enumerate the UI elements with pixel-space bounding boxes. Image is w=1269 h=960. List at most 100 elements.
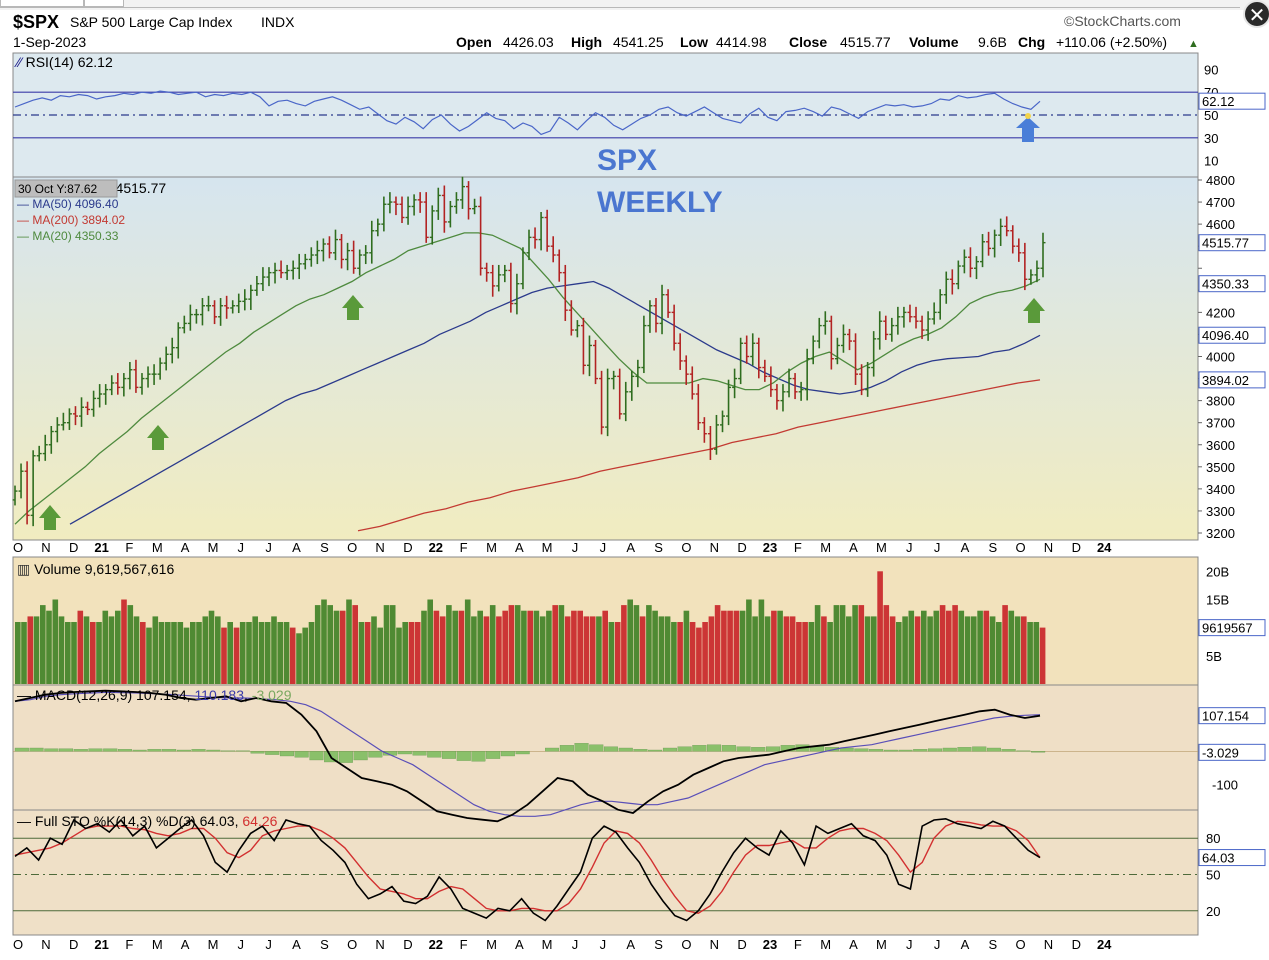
volume-bar-7	[58, 616, 65, 684]
volume-bar-34	[227, 622, 233, 684]
macd-last-value: 107.154	[1202, 709, 1249, 724]
volume-bar-79	[508, 605, 515, 684]
ma200-legend: — MA(200) 3894.02	[17, 213, 125, 227]
sto-tick-50: 50	[1206, 868, 1220, 883]
x-tick-0-17: M	[486, 540, 497, 555]
x-tick-1-7: M	[208, 937, 219, 952]
high-value: 4541.25	[613, 34, 664, 50]
volume-bar-99	[633, 605, 640, 684]
close-icon[interactable]: ✕	[1243, 0, 1269, 28]
macd-hist-bar-66	[986, 747, 1001, 752]
macd-hist-bar-50	[751, 747, 766, 752]
volume-bar-135	[858, 605, 865, 684]
x-tick-1-34: A	[961, 937, 970, 952]
volume-bar-3	[33, 616, 40, 684]
macd-hist-bar-11	[176, 749, 191, 752]
x-tick-0-23: S	[654, 540, 663, 555]
macd-hist-bar-22	[338, 751, 353, 763]
buy-arrow-icon-3	[1023, 298, 1045, 323]
price-tag-0-box	[1198, 234, 1266, 252]
macd-hist-bar-69	[1031, 751, 1046, 753]
volume-bar-159	[1008, 610, 1015, 684]
x-tick-1-4: F	[125, 937, 133, 952]
rsi-panel	[12, 52, 1199, 178]
volume-bar-58	[377, 627, 383, 684]
sto-tick-20: 20	[1206, 904, 1220, 919]
macd-hist-bar-41	[618, 747, 633, 752]
macd-hist-bar-0	[14, 747, 29, 752]
macd-hist-bar-7	[117, 749, 132, 752]
volume-bar-152	[964, 616, 971, 684]
price-tick-3300: 3300	[1206, 504, 1235, 519]
volume-tick-5B: 5B	[1206, 649, 1222, 664]
macd-hist-bar-48	[721, 745, 736, 752]
volume-tick-15B: 15B	[1206, 592, 1229, 607]
x-tick-0-27: 23	[763, 540, 777, 555]
volume-label: Volume	[909, 34, 959, 50]
rsi-line	[14, 90, 1041, 136]
volume-bar-21	[146, 627, 152, 684]
x-tick-1-37: N	[1044, 937, 1053, 952]
browser-tab[interactable]	[0, 0, 84, 7]
rsi-last-value-box	[1198, 92, 1266, 110]
macd-hist-bar-18	[279, 751, 294, 757]
volume-bar-60	[389, 605, 396, 684]
rsi-marker-dot	[1025, 113, 1031, 119]
price-tag-1-box	[1198, 275, 1266, 293]
browser-tab[interactable]	[84, 0, 124, 7]
x-tick-1-3: 21	[94, 937, 108, 952]
volume-bar-64	[414, 622, 421, 684]
volume-bar-163	[1033, 622, 1040, 684]
volume-value: 9.6B	[978, 34, 1007, 50]
price-panel	[12, 176, 1199, 541]
x-tick-0-15: 22	[429, 540, 443, 555]
macd-hist-bar-58	[869, 749, 884, 752]
volume-bar-133	[846, 616, 852, 684]
volume-bar-17	[121, 599, 127, 684]
change-value: +110.06 (+2.50%)	[1056, 34, 1167, 50]
volume-bar-102	[652, 610, 658, 684]
x-tick-1-1: N	[41, 937, 50, 952]
volume-last-value: 9619567	[1202, 621, 1253, 636]
volume-bar-162	[1027, 622, 1033, 684]
volume-bar-117	[746, 599, 752, 684]
buy-arrow-icon-0	[39, 505, 61, 530]
x-tick-1-32: J	[906, 937, 913, 952]
stochastic-panel	[12, 809, 1199, 936]
volume-bar-63	[408, 622, 415, 684]
macd-hist-bar-13	[206, 749, 221, 752]
x-tick-0-18: A	[515, 540, 524, 555]
volume-bar-89	[571, 610, 577, 684]
window-top-strip	[0, 0, 1269, 10]
x-tick-0-30: A	[849, 540, 858, 555]
volume-bar-23	[158, 622, 165, 684]
volume-bar-125	[796, 622, 802, 684]
price-tag-2: 4096.40	[1202, 328, 1249, 343]
volume-bar-8	[65, 622, 71, 684]
volume-bar-130	[827, 622, 833, 684]
macd-hist-bar-45	[677, 746, 692, 752]
volume-bar-111	[708, 616, 715, 684]
x-tick-0-7: M	[208, 540, 219, 555]
volume-bar-126	[802, 622, 808, 684]
price-plot: 4800 4700 4600 4200 4000 3800 3700 3600 3500 3400…	[12, 173, 1266, 541]
macd-line	[14, 689, 1041, 823]
volume-bar-65	[421, 610, 427, 684]
volume-bar-12	[90, 622, 96, 684]
macd-hist-bar-55	[824, 747, 839, 752]
high-label: High	[571, 34, 602, 50]
macd-last-value-box	[1198, 707, 1266, 725]
x-tick-1-19: M	[542, 937, 553, 952]
volume-bar-39	[258, 622, 265, 684]
x-tick-1-31: M	[876, 937, 887, 952]
volume-bar-51	[333, 610, 340, 684]
x-tick-1-38: D	[1072, 937, 1081, 952]
x-tick-0-26: D	[737, 540, 746, 555]
volume-bar-87	[558, 605, 565, 684]
volume-bar-1	[21, 622, 27, 684]
axis-labels: O N D 21 F M A M J J A S O N D 22 F M A M J J A S O N D 23 F M A M J J A S O…	[13, 540, 1112, 952]
rsi-tick-90: 90	[1204, 62, 1218, 77]
rsi-tick-50: 50	[1204, 108, 1218, 123]
stockcharts-watermark: ©StockCharts.com	[1064, 13, 1181, 29]
x-tick-0-13: N	[375, 540, 384, 555]
